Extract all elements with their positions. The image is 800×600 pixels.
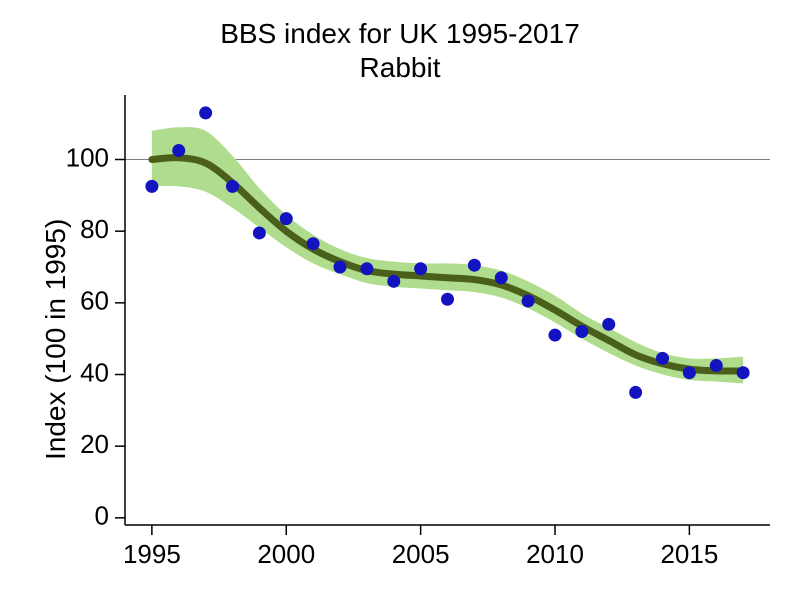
plot-area: 0 20 40 60 80 100 1995 2000 2005 2010 2015: [0, 0, 800, 600]
x-tick-label: 1995: [123, 539, 181, 569]
y-tick-label: 40: [80, 357, 109, 387]
scatter-point: [522, 295, 535, 308]
scatter-point: [737, 366, 750, 379]
scatter-point: [307, 237, 320, 250]
scatter-point: [253, 226, 266, 239]
scatter-point: [656, 352, 669, 365]
scatter-point: [549, 329, 562, 342]
scatter-point: [145, 180, 158, 193]
chart-container: BBS index for UK 1995-2017 Rabbit Index …: [0, 0, 800, 600]
scatter-point: [387, 275, 400, 288]
scatter-point: [468, 259, 481, 272]
scatter-point: [226, 180, 239, 193]
y-tick-label: 20: [80, 429, 109, 459]
scatter-point: [441, 293, 454, 306]
y-tick-label: 100: [66, 142, 109, 172]
x-tick-label: 2005: [392, 539, 450, 569]
scatter-point: [280, 212, 293, 225]
scatter-point: [360, 262, 373, 275]
scatter-point: [172, 144, 185, 157]
scatter-point: [683, 366, 696, 379]
y-tick-label: 60: [80, 286, 109, 316]
y-tick-label: 0: [95, 501, 109, 531]
x-tick-label: 2000: [257, 539, 315, 569]
scatter-point: [710, 359, 723, 372]
scatter-point: [629, 386, 642, 399]
scatter-point: [575, 325, 588, 338]
scatter-series: [145, 106, 749, 399]
scatter-point: [602, 318, 615, 331]
scatter-point: [414, 262, 427, 275]
y-tick-label: 80: [80, 214, 109, 244]
scatter-point: [334, 261, 347, 274]
scatter-point: [199, 106, 212, 119]
scatter-point: [495, 271, 508, 284]
x-tick-label: 2015: [660, 539, 718, 569]
x-tick-label: 2010: [526, 539, 584, 569]
confidence-band: [152, 127, 743, 383]
